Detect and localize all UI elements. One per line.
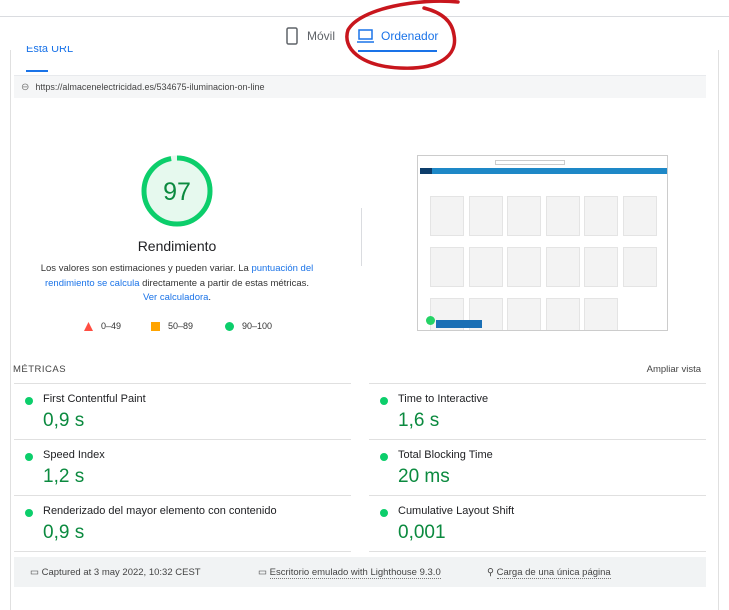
score-gauge: 97 (141, 155, 213, 227)
score-value: 97 (163, 178, 191, 206)
pass-dot-icon (25, 453, 33, 461)
metric-item: Renderizado del mayor elemento con conte… (14, 496, 351, 552)
metric-item: Speed Index 1,2 s (14, 440, 351, 496)
pass-dot-icon (25, 397, 33, 405)
product-tile (584, 196, 618, 236)
report-card (10, 50, 719, 610)
metric-item: Cumulative Layout Shift 0,001 (369, 496, 706, 552)
legend-pass: 90–100 (225, 321, 272, 331)
vertical-divider (361, 208, 362, 266)
product-tile (584, 298, 618, 330)
device-icon: ▭ (258, 567, 267, 578)
divider (369, 383, 706, 384)
red-annotation-circle (345, 0, 460, 70)
pass-dot-icon (380, 397, 388, 405)
expand-view-toggle[interactable]: Ampliar vista (646, 364, 701, 375)
link-icon: ⊖ (21, 81, 30, 93)
product-tile (507, 196, 541, 236)
score-description: Los valores son estimaciones y pueden va… (37, 262, 317, 306)
score-calc-link[interactable]: puntuación del rendimiento se calcula (44, 263, 314, 289)
metrics-title: MÉTRICAS (13, 364, 67, 375)
metric-label: Renderizado del mayor elemento con conte… (43, 505, 277, 517)
phone-icon (286, 27, 298, 45)
pass-dot-icon (25, 509, 33, 517)
metric-value: 0,9 s (43, 522, 85, 543)
metric-value: 1,6 s (398, 410, 440, 431)
product-tile (468, 298, 503, 330)
subtab-indicator (26, 70, 48, 72)
metric-value: 1,2 s (43, 466, 85, 487)
score-arc (141, 155, 213, 227)
subtab-esta-url[interactable]: Esta URL (26, 46, 74, 55)
metric-label: Total Blocking Time (398, 449, 493, 461)
product-tile (430, 196, 464, 236)
tab-label: Ordenador (381, 29, 439, 43)
triangle-icon (84, 321, 93, 331)
circle-icon (225, 321, 234, 331)
calendar-icon: ▭ (30, 567, 39, 578)
user-icon: ⚲ (487, 567, 494, 578)
metric-value: 20 ms (398, 466, 450, 487)
metric-item: Time to Interactive 1,6 s (369, 384, 706, 440)
product-tile (622, 196, 657, 236)
calculator-link[interactable]: Ver calculadora (142, 292, 209, 303)
product-tile (468, 247, 503, 287)
page-screenshot-thumbnail (417, 155, 668, 331)
metric-label: First Contentful Paint (43, 393, 146, 405)
metric-value: 0,9 s (43, 410, 85, 431)
device-info[interactable]: ▭ Escritorio emulado with Lighthouse 9.3… (258, 567, 441, 579)
metric-label: Cumulative Layout Shift (398, 505, 515, 517)
product-tile (545, 298, 580, 330)
product-tile (430, 247, 464, 287)
active-tab-indicator (358, 50, 437, 52)
score-label: Rendimiento (137, 238, 217, 254)
metric-value: 0,001 (398, 522, 446, 543)
page-url[interactable]: https://almacenelectricidad.es/534675-il… (35, 82, 265, 92)
url-bar: ⊖ https://almacenelectricidad.es/534675-… (14, 75, 706, 98)
metric-item: Total Blocking Time 20 ms (369, 440, 706, 496)
product-tile (584, 247, 618, 287)
square-icon (151, 321, 160, 331)
product-tile (468, 196, 503, 236)
pass-dot-icon (380, 453, 388, 461)
desc-text: Los valores son estimaciones y pueden va… (40, 263, 252, 274)
product-tile (545, 196, 580, 236)
tab-movil[interactable]: Móvil (285, 26, 335, 46)
tab-ordenador[interactable]: Ordenador (357, 26, 438, 46)
load-info[interactable]: ⚲ Carga de una única página (487, 567, 611, 579)
product-tile (622, 247, 657, 287)
tab-label: Móvil (307, 29, 336, 43)
report-footer: ▭ Captured at 3 may 2022, 10:32 CEST ▭ E… (14, 557, 706, 587)
pass-dot-icon (380, 509, 388, 517)
legend-fail: 0–49 (84, 321, 121, 331)
metric-label: Time to Interactive (398, 393, 489, 405)
product-tile (507, 298, 541, 330)
product-tile (507, 247, 541, 287)
product-tile (545, 247, 580, 287)
legend-average: 50–89 (151, 321, 193, 331)
laptop-icon (357, 29, 374, 43)
desc-text: directamente a partir de estas métricas. (139, 277, 310, 289)
desc-text: . (208, 292, 212, 303)
metric-label: Speed Index (43, 449, 105, 461)
divider (14, 383, 351, 384)
metric-item: First Contentful Paint 0,9 s (14, 384, 351, 440)
captured-info: ▭ Captured at 3 may 2022, 10:32 CEST (30, 567, 201, 578)
